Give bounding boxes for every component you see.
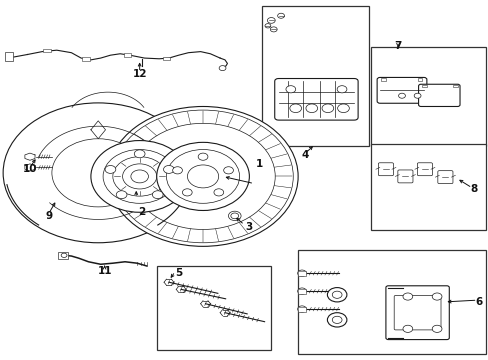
Circle shape <box>337 104 348 113</box>
Circle shape <box>223 167 233 174</box>
Circle shape <box>152 191 163 199</box>
Circle shape <box>131 170 148 183</box>
Circle shape <box>270 27 277 32</box>
Bar <box>261 6 368 146</box>
Circle shape <box>331 291 341 298</box>
FancyBboxPatch shape <box>378 163 393 176</box>
Text: 3: 3 <box>245 222 252 231</box>
Text: 7: 7 <box>394 41 401 50</box>
Text: 12: 12 <box>132 69 146 79</box>
Circle shape <box>134 150 145 158</box>
Bar <box>58 252 68 258</box>
Circle shape <box>431 293 441 300</box>
Bar <box>157 266 271 350</box>
Text: 6: 6 <box>474 297 481 307</box>
Bar <box>298 307 305 312</box>
Circle shape <box>277 13 284 18</box>
Circle shape <box>198 153 207 160</box>
Circle shape <box>402 325 412 332</box>
Circle shape <box>285 86 295 93</box>
Circle shape <box>230 213 238 219</box>
Circle shape <box>264 24 270 28</box>
Circle shape <box>413 93 420 98</box>
Circle shape <box>172 167 182 174</box>
Circle shape <box>61 253 67 257</box>
Circle shape <box>113 157 166 196</box>
Circle shape <box>322 104 333 113</box>
Text: 5: 5 <box>175 268 182 278</box>
FancyBboxPatch shape <box>418 84 459 107</box>
Bar <box>4 51 13 61</box>
Circle shape <box>297 288 306 294</box>
Bar <box>298 289 305 294</box>
Circle shape <box>305 104 317 113</box>
Bar <box>417 78 422 81</box>
Circle shape <box>267 18 275 23</box>
Bar <box>123 53 131 57</box>
Text: 8: 8 <box>469 184 476 194</box>
Bar <box>370 47 485 146</box>
Bar <box>370 144 485 230</box>
Text: 2: 2 <box>138 207 145 217</box>
Circle shape <box>336 86 346 93</box>
Circle shape <box>297 306 306 312</box>
FancyBboxPatch shape <box>274 78 357 120</box>
Circle shape <box>131 123 275 229</box>
Circle shape <box>3 103 193 243</box>
Text: 10: 10 <box>22 164 37 174</box>
Circle shape <box>52 139 144 207</box>
Circle shape <box>327 313 346 327</box>
Circle shape <box>297 270 306 276</box>
Bar <box>452 85 457 87</box>
Text: 11: 11 <box>98 266 113 276</box>
Circle shape <box>431 325 441 332</box>
FancyBboxPatch shape <box>416 163 431 176</box>
Circle shape <box>122 164 157 189</box>
Circle shape <box>187 165 218 188</box>
Circle shape <box>289 104 301 113</box>
Circle shape <box>214 189 223 196</box>
Text: 9: 9 <box>46 211 53 221</box>
Circle shape <box>105 166 116 174</box>
Bar <box>298 271 305 276</box>
Circle shape <box>402 293 412 300</box>
Circle shape <box>103 149 176 203</box>
Bar <box>82 57 90 61</box>
Circle shape <box>219 66 225 71</box>
Bar <box>43 49 51 52</box>
Bar <box>298 250 485 354</box>
Circle shape <box>163 166 174 174</box>
Text: 1: 1 <box>255 159 262 169</box>
Circle shape <box>108 107 298 246</box>
FancyBboxPatch shape <box>393 296 440 330</box>
FancyBboxPatch shape <box>437 171 452 184</box>
FancyBboxPatch shape <box>397 170 412 183</box>
Circle shape <box>166 149 239 203</box>
Circle shape <box>398 93 405 98</box>
Bar <box>422 85 427 87</box>
FancyBboxPatch shape <box>385 286 448 339</box>
Bar <box>380 78 385 81</box>
Text: 4: 4 <box>301 150 308 160</box>
FancyBboxPatch shape <box>376 77 426 103</box>
Circle shape <box>327 288 346 302</box>
Bar <box>162 57 170 60</box>
Circle shape <box>331 316 341 323</box>
Circle shape <box>157 142 249 211</box>
Circle shape <box>116 191 127 199</box>
Circle shape <box>91 140 188 212</box>
Circle shape <box>182 189 192 196</box>
